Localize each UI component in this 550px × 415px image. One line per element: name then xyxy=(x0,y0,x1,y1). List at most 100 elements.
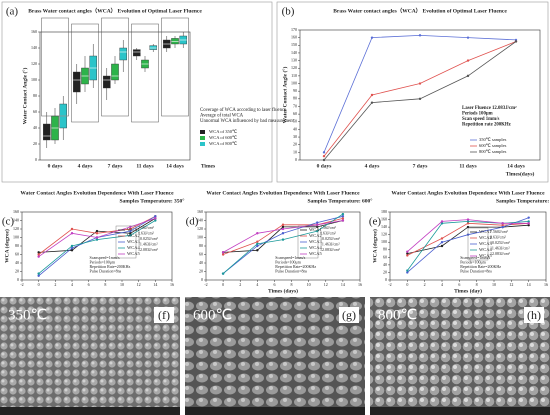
series-point xyxy=(514,40,518,43)
x-tick-label: 12 xyxy=(509,282,513,287)
series-point xyxy=(406,250,409,253)
series-point xyxy=(466,74,470,78)
x-tick-label: 16 xyxy=(170,282,174,287)
x-tick-label: 6 xyxy=(88,282,90,287)
legend-label: WCA of 350℃ xyxy=(209,129,238,134)
x-tick-label: 0 days xyxy=(317,163,332,169)
annotation: Repetition Rate=200KHz xyxy=(90,264,131,269)
y-tick-label: 80 xyxy=(33,93,37,98)
y-tick-label: 40 xyxy=(293,126,297,131)
series-point xyxy=(154,219,157,222)
annotation: Repetition rate 200KHz xyxy=(462,123,512,128)
legend-label: WCA4 xyxy=(309,245,322,250)
y-tick-label: 100 xyxy=(197,234,203,239)
series-point xyxy=(418,97,422,101)
series-point xyxy=(256,242,259,246)
series-point xyxy=(406,269,409,272)
group-frame xyxy=(161,17,189,117)
x-tick-label: 11 days xyxy=(136,163,153,169)
series-point xyxy=(256,232,259,235)
y-tick-label: 140 xyxy=(381,224,387,229)
y-tick-label: 120 xyxy=(291,65,297,70)
annotation: 10.025J/cm² xyxy=(320,236,341,241)
annotation: Periods=100μm xyxy=(90,259,116,264)
series-point xyxy=(70,232,74,235)
sem-info-bar xyxy=(370,407,550,415)
series-point xyxy=(527,224,530,227)
legend-label: WCA3 xyxy=(309,239,322,244)
annotation: Scanspeed=1mm/s xyxy=(90,255,120,260)
annotation: Coverage of WCA according to laser fluen… xyxy=(200,108,286,113)
series-point xyxy=(221,272,225,275)
sem-info-bar xyxy=(0,407,180,415)
series-point xyxy=(129,227,132,231)
legend-frame xyxy=(115,225,137,259)
label-box xyxy=(524,307,544,323)
series-point xyxy=(37,274,40,277)
legend-label: WCA2 xyxy=(479,235,492,240)
series-point xyxy=(341,212,345,216)
series-point xyxy=(95,229,99,233)
panel-frame xyxy=(276,1,549,183)
sem-image xyxy=(370,297,550,415)
group-frame xyxy=(71,23,99,123)
annotation: 8.63J/cm² xyxy=(138,230,155,235)
legend-frame xyxy=(297,225,319,259)
series-point xyxy=(466,220,470,223)
y-tick-label: 20 xyxy=(15,268,19,273)
y-tick-label: 60 xyxy=(199,251,203,256)
legend-label: WCA1 xyxy=(309,227,322,232)
x-tick-label: 12 xyxy=(324,282,328,287)
legend-label: WCA4 xyxy=(127,245,140,250)
x-tick-label: 8 xyxy=(476,282,478,287)
x-tick-label: -2 xyxy=(20,282,23,287)
x-tick-label: 0 xyxy=(38,282,40,287)
annotation: 10.025J/cm² xyxy=(138,236,159,241)
series-point xyxy=(370,36,374,39)
annotation: 12.083J/cm² xyxy=(320,247,341,252)
y-tick-label: 0 xyxy=(201,277,203,282)
series-point xyxy=(501,225,504,229)
series-point xyxy=(95,232,99,235)
legend-label: 350℃ samples xyxy=(479,137,507,142)
series-point xyxy=(527,216,530,219)
series-point xyxy=(37,255,40,258)
y-axis-label: Water Contact Angle (°) xyxy=(281,67,288,124)
y-tick-label: 40 xyxy=(383,262,387,267)
x-tick-label: 14 xyxy=(153,282,157,287)
group-frame xyxy=(131,23,159,123)
y-tick-label: 100 xyxy=(381,239,387,244)
legend-swatch xyxy=(200,130,205,134)
annotation: Periods=100μm xyxy=(275,259,301,264)
box xyxy=(171,38,179,45)
x-tick-label: 0 xyxy=(406,282,408,287)
chart-subtitle: Samples Temperature: 350° xyxy=(119,197,184,204)
series-point xyxy=(256,240,259,243)
box xyxy=(149,45,157,50)
legend-label: WCA1 xyxy=(479,229,492,234)
annotation: 12.083J/cm² xyxy=(490,251,511,256)
series-point xyxy=(316,223,319,226)
annotation: Repetition Rate=200KHz xyxy=(460,264,501,269)
series-point xyxy=(129,229,132,233)
panel-label: (a) xyxy=(6,6,19,18)
series-point xyxy=(341,219,345,222)
legend-label: WCA4 xyxy=(479,247,492,252)
series-point xyxy=(341,215,345,218)
x-tick-label: 16 xyxy=(358,282,362,287)
annotation: 12.083J/cm² xyxy=(138,247,159,252)
x-tick-label: 4 days xyxy=(365,163,380,169)
y-tick-label: 0 xyxy=(385,277,387,282)
legend-swatch xyxy=(200,142,205,146)
series-point xyxy=(281,232,285,235)
x-tick-label: 14 xyxy=(341,282,345,287)
panel-label: (d) xyxy=(186,216,199,228)
series-point xyxy=(527,222,530,225)
x-tick-label: -2 xyxy=(204,282,207,287)
y-tick-label: 60 xyxy=(15,251,19,256)
annotation: 7.56J/cm² xyxy=(138,225,155,230)
y-tick-label: 140 xyxy=(13,217,19,222)
annotation: Scan speed 1mm/s xyxy=(462,117,499,122)
label-box xyxy=(339,307,359,323)
chart-title: Water Contact Angles Evolution Dependenc… xyxy=(20,190,174,196)
